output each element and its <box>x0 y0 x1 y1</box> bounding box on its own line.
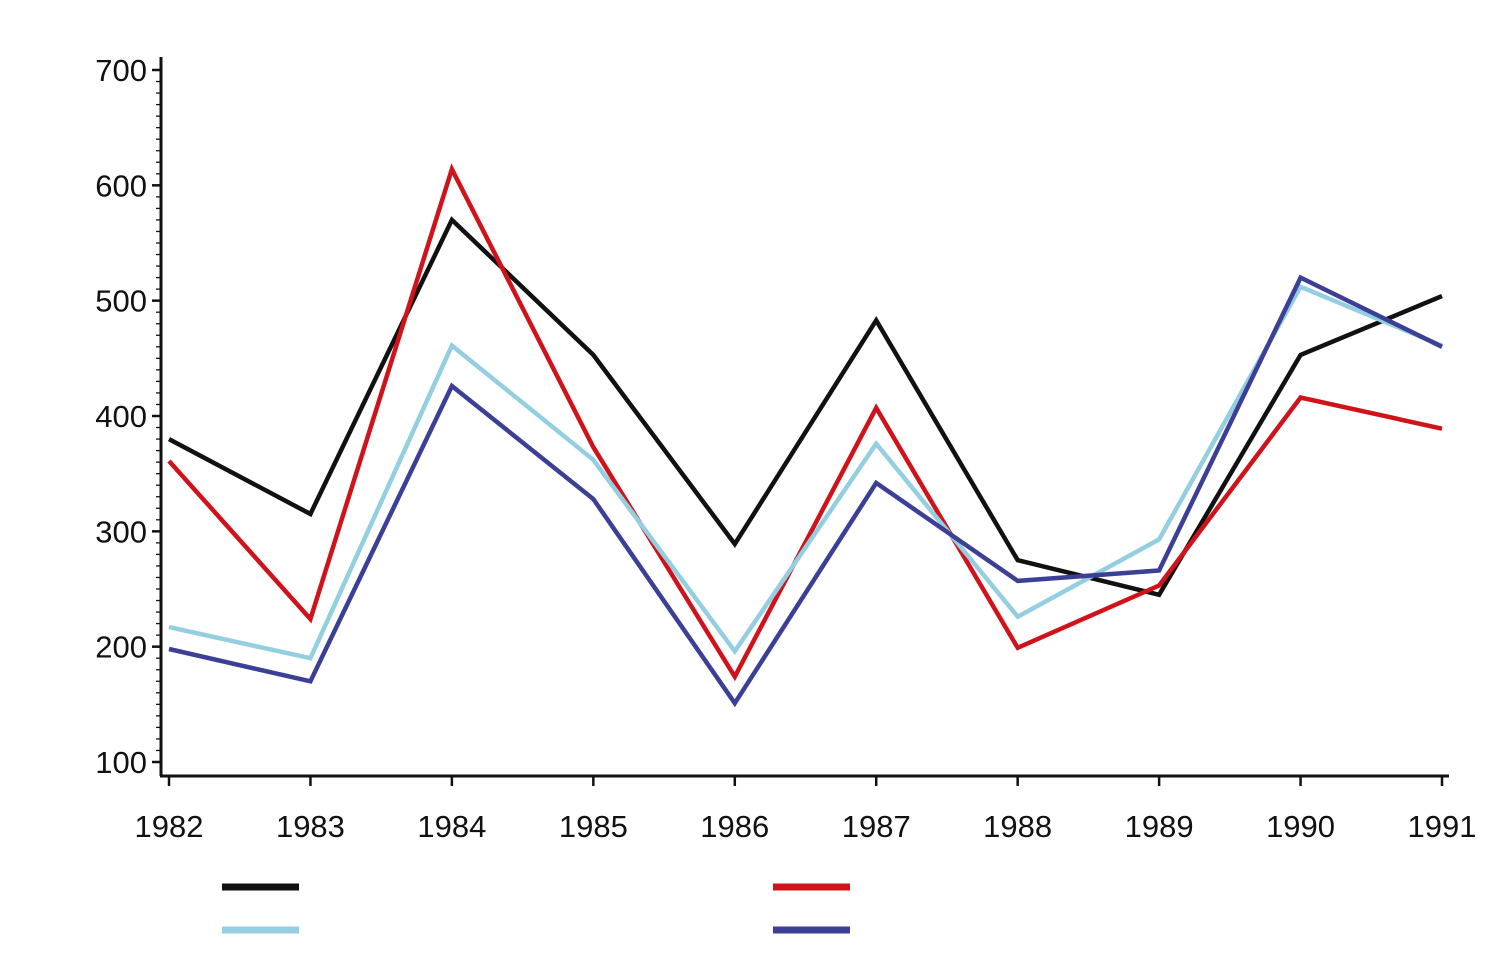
y-tick-label: 500 <box>95 284 147 319</box>
series-line-1 <box>167 216 1443 598</box>
x-tick-label: 1986 <box>700 809 769 844</box>
x-tick-label: 1987 <box>842 809 911 844</box>
x-tick-label: 1982 <box>135 809 204 844</box>
x-tick-label: 1985 <box>559 809 628 844</box>
series-line-3 <box>168 283 1443 661</box>
x-tick-label: 1989 <box>1125 809 1194 844</box>
y-tick-label: 100 <box>95 745 147 780</box>
x-axis-ticks <box>167 776 1444 786</box>
y-tick-label: 200 <box>95 630 147 665</box>
x-tick-label: 1983 <box>276 809 345 844</box>
y-tick-label: 600 <box>95 168 147 203</box>
series-line-2 <box>167 163 1443 682</box>
series-line-4 <box>168 274 1443 708</box>
x-tick-label: 1990 <box>1266 809 1335 844</box>
y-tick-label: 300 <box>95 514 147 549</box>
x-tick-label: 1991 <box>1408 809 1477 844</box>
y-tick-label: 400 <box>95 399 147 434</box>
y-tick-label: 700 <box>95 53 147 88</box>
x-axis-tick-labels: 1982 1983 1984 1985 1986 1987 1988 1989 1990 1991 <box>135 809 1477 844</box>
x-tick-label: 1988 <box>983 809 1052 844</box>
legend <box>222 883 850 934</box>
y-axis-tick-labels: 100 200 300 400 500 600 700 <box>95 53 147 780</box>
series-lines <box>167 163 1443 708</box>
x-tick-label: 1984 <box>417 809 486 844</box>
